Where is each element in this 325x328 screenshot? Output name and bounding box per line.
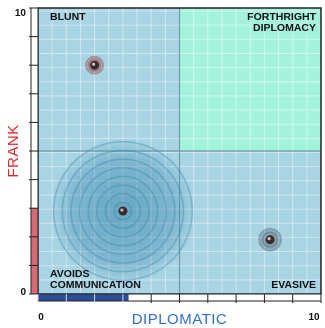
data-point-highlight bbox=[267, 237, 271, 241]
data-point-ring bbox=[113, 201, 133, 221]
data-point-ring bbox=[61, 149, 185, 273]
quadrant-label-forthright-diplomacy: FORTHRIGHT DIPLOMACY bbox=[247, 11, 316, 34]
data-point-ring bbox=[96, 184, 150, 238]
quadrant-bottom-right bbox=[179, 151, 321, 294]
data-point-ring bbox=[70, 158, 176, 264]
data-point-ring bbox=[85, 55, 104, 75]
x-axis-indicator-bar bbox=[38, 294, 129, 301]
data-point-ring bbox=[52, 141, 193, 282]
quadrant-label-avoids-communication-line: COMMUNICATION bbox=[50, 279, 141, 291]
quadrant-label-forthright-diplomacy-line: DIPLOMACY bbox=[253, 22, 316, 34]
quadrant-label-evasive: EVASIVE bbox=[271, 279, 316, 291]
data-point-highlight bbox=[92, 62, 96, 66]
data-point-ring bbox=[87, 175, 159, 247]
points-layer bbox=[49, 55, 283, 285]
y-axis-title: FRANK bbox=[5, 124, 22, 177]
data-point-1 bbox=[84, 55, 105, 76]
quadrant-label-blunt: BLUNT bbox=[50, 11, 86, 23]
quadrant-label-avoids-communication-line: AVOIDS bbox=[50, 268, 89, 280]
quadrant-label-blunt-line: BLUNT bbox=[50, 11, 86, 23]
y-tick-label-bottom: 0 bbox=[20, 287, 26, 298]
data-point-ring bbox=[104, 192, 141, 230]
x-tick-label-left: 0 bbox=[38, 312, 44, 323]
x-axis-title: DIPLOMATIC bbox=[132, 311, 228, 328]
data-point-highlight bbox=[120, 208, 124, 212]
data-point-ring bbox=[258, 227, 282, 252]
data-point-ring bbox=[262, 231, 279, 248]
quadrant-label-evasive-line: EVASIVE bbox=[271, 279, 316, 291]
data-point-ring bbox=[88, 58, 102, 72]
quadrant-top-right bbox=[179, 8, 321, 151]
data-point-3 bbox=[257, 226, 283, 253]
y-tick-label-top: 10 bbox=[15, 8, 27, 19]
text-layer: BLUNT FORTHRIGHT DIPLOMACY AVOIDS COMMUNICAT… bbox=[5, 8, 320, 328]
y-axis-indicator-bar bbox=[31, 208, 38, 294]
quadrant-label-forthright-diplomacy-line: FORTHRIGHT bbox=[247, 11, 316, 23]
x-tick-label-right: 10 bbox=[308, 312, 320, 323]
data-point-ring bbox=[78, 167, 167, 256]
quadrant-top-left bbox=[38, 8, 180, 151]
frame-layer bbox=[29, 7, 322, 303]
data-point-2 bbox=[49, 137, 197, 285]
quadrant-label-avoids-communication: AVOIDS COMMUNICATION bbox=[50, 268, 141, 291]
